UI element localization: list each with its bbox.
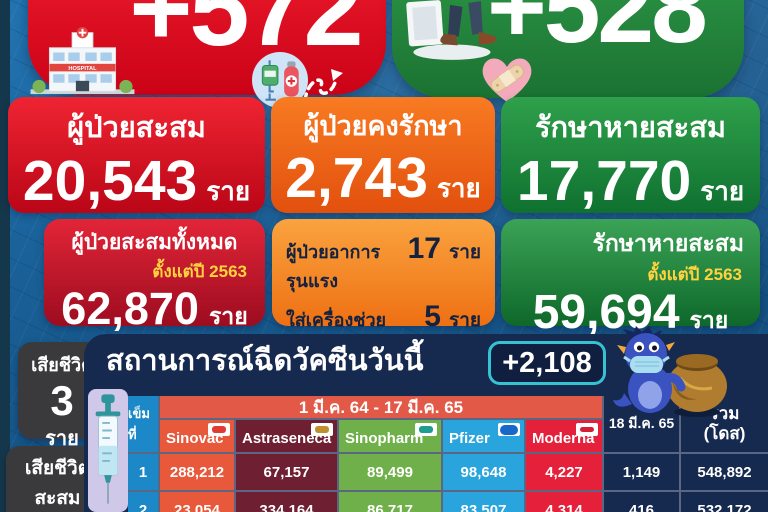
cumulative-total-title: ผู้ป่วยสะสมทั้งหมด bbox=[71, 231, 238, 254]
cumulative-total-since: ตั้งแต่ปี 2563 bbox=[152, 262, 247, 281]
row1-date: 1,149 bbox=[604, 454, 679, 490]
row2-sinopharm: 86,717 bbox=[339, 492, 441, 512]
deaths-today-label: เสียชีวิต bbox=[31, 355, 93, 375]
cumulative-total-card: ผู้ป่วยสะสมทั้งหมด ตั้งแต่ปี 2563 62,870… bbox=[44, 219, 265, 331]
row2-moderna: 4,314 bbox=[526, 492, 602, 512]
in-care-title: ผู้ป่วยคงรักษา bbox=[303, 111, 463, 141]
sinopharm-label: Sinopharm bbox=[345, 430, 424, 447]
cumulative-cases-value: 20,543 bbox=[22, 149, 198, 213]
row2-sinovac: 23,054 bbox=[160, 492, 234, 512]
row1-astraseneca: 67,157 bbox=[236, 454, 337, 490]
arrow-dashed-icon bbox=[303, 69, 343, 103]
row2-astraseneca: 334,164 bbox=[236, 492, 337, 512]
ventilator-value: 5 bbox=[424, 300, 441, 333]
new-recovered-value: +528 bbox=[487, 0, 708, 64]
cumulative-cases-unit: ราย bbox=[206, 176, 251, 206]
recovered-value: 17,770 bbox=[516, 149, 692, 213]
recovered-total-since: ตั้งแต่ปี 2563 bbox=[647, 265, 742, 284]
pfizer-label: Pfizer bbox=[449, 430, 490, 447]
in-care-card: ผู้ป่วยคงรักษา 2,743 ราย bbox=[271, 97, 495, 213]
row2-pfizer: 83,507 bbox=[443, 492, 524, 512]
severe-value: 17 bbox=[407, 232, 441, 265]
deaths-cumulative-label: เสียชีวิต bbox=[24, 458, 91, 479]
severe-row: ผู้ป่วยอาการรุนแรง 17 ราย bbox=[272, 234, 495, 295]
astraseneca-label: Astraseneca bbox=[242, 430, 332, 447]
row1-total: 548,892 bbox=[681, 454, 768, 490]
new-cases-value: +572 bbox=[129, 0, 363, 68]
cumulative-cases-title: ผู้ป่วยสะสม bbox=[67, 112, 206, 144]
in-care-value: 2,743 bbox=[285, 146, 428, 210]
recovered-title: รักษาหายสะสม bbox=[534, 112, 727, 144]
vaccine-title: สถานการณ์ฉีดวัคซีนวันนี้ bbox=[106, 345, 424, 377]
recovered-total-unit: ราย bbox=[689, 307, 729, 333]
syringe-icon bbox=[95, 394, 121, 504]
col-header-total: รวม (โดส) bbox=[681, 396, 768, 452]
sinovac-logo-icon bbox=[208, 423, 230, 436]
recovered-total-title: รักษาหายสะสม bbox=[592, 230, 745, 256]
cumulative-cases-card: ผู้ป่วยสะสม 20,543 ราย bbox=[8, 97, 265, 213]
severe-cases-card: ผู้ป่วยอาการรุนแรง 17 ราย ใส่เครื่องช่วย… bbox=[272, 219, 495, 359]
row2-date: 416 bbox=[604, 492, 679, 512]
pfizer-logo-icon bbox=[498, 423, 520, 436]
severe-unit: ราย bbox=[448, 242, 481, 263]
cumulative-total-value: 62,870 bbox=[61, 283, 199, 334]
dragon-mascot-icon bbox=[613, 326, 727, 417]
total-label-line1: รวม bbox=[709, 403, 740, 423]
col-header-sinopharm: Sinopharm bbox=[339, 420, 441, 452]
vaccine-table: เข็มที่ 1 มี.ค. 64 - 17 มี.ค. 65 Sinovac… bbox=[128, 396, 768, 512]
col-header-pfizer: Pfizer bbox=[443, 420, 524, 452]
iv-oxygen-icon bbox=[252, 52, 308, 108]
total-label-line2: (โดส) bbox=[703, 424, 746, 443]
deaths-today-value: 3 bbox=[50, 377, 74, 424]
col-header-moderna: Moderna bbox=[526, 420, 602, 452]
ventilator-unit: ราย bbox=[448, 310, 481, 331]
recovered-total-value: 59,694 bbox=[532, 286, 680, 339]
period-header: 1 มี.ค. 64 - 17 มี.ค. 65 bbox=[160, 396, 602, 418]
row1-dose: 1 bbox=[128, 454, 158, 490]
hospital-sign-text: HOSPITAL bbox=[68, 66, 97, 72]
in-care-unit: ราย bbox=[436, 173, 481, 203]
col-header-sinovac: Sinovac bbox=[160, 420, 234, 452]
left-edge-strip bbox=[0, 0, 10, 512]
heart-bandage-icon bbox=[482, 58, 532, 102]
astraseneca-logo-icon bbox=[311, 423, 333, 436]
sinopharm-logo-icon bbox=[415, 423, 437, 436]
moderna-logo-icon bbox=[576, 423, 598, 436]
row2-total: 532,172 bbox=[681, 492, 768, 512]
row1-moderna: 4,227 bbox=[526, 454, 602, 490]
row1-sinopharm: 89,499 bbox=[339, 454, 441, 490]
dose-col-header: เข็มที่ bbox=[128, 396, 158, 452]
row1-pfizer: 98,648 bbox=[443, 454, 524, 490]
walking-patient-icon bbox=[406, 0, 497, 60]
cumulative-total-unit: ราย bbox=[208, 303, 248, 329]
recovered-unit: ราย bbox=[700, 176, 745, 206]
hospital-icon: HOSPITAL bbox=[30, 27, 135, 95]
deaths-cumulative-label2: สะสม bbox=[34, 488, 81, 509]
recovered-total-card: รักษาหายสะสม ตั้งแต่ปี 2563 59,694 ราย bbox=[501, 219, 760, 337]
syringe-panel bbox=[88, 389, 128, 512]
deaths-today-unit: ราย bbox=[45, 428, 79, 450]
vaccine-today-badge: +2,108 bbox=[488, 341, 606, 385]
row1-sinovac: 288,212 bbox=[160, 454, 234, 490]
col-header-astraseneca: Astraseneca bbox=[236, 420, 337, 452]
row2-dose: 2 bbox=[128, 492, 158, 512]
severe-label: ผู้ป่วยอาการรุนแรง bbox=[286, 242, 381, 291]
recovered-card: รักษาหายสะสม 17,770 ราย bbox=[501, 97, 760, 213]
